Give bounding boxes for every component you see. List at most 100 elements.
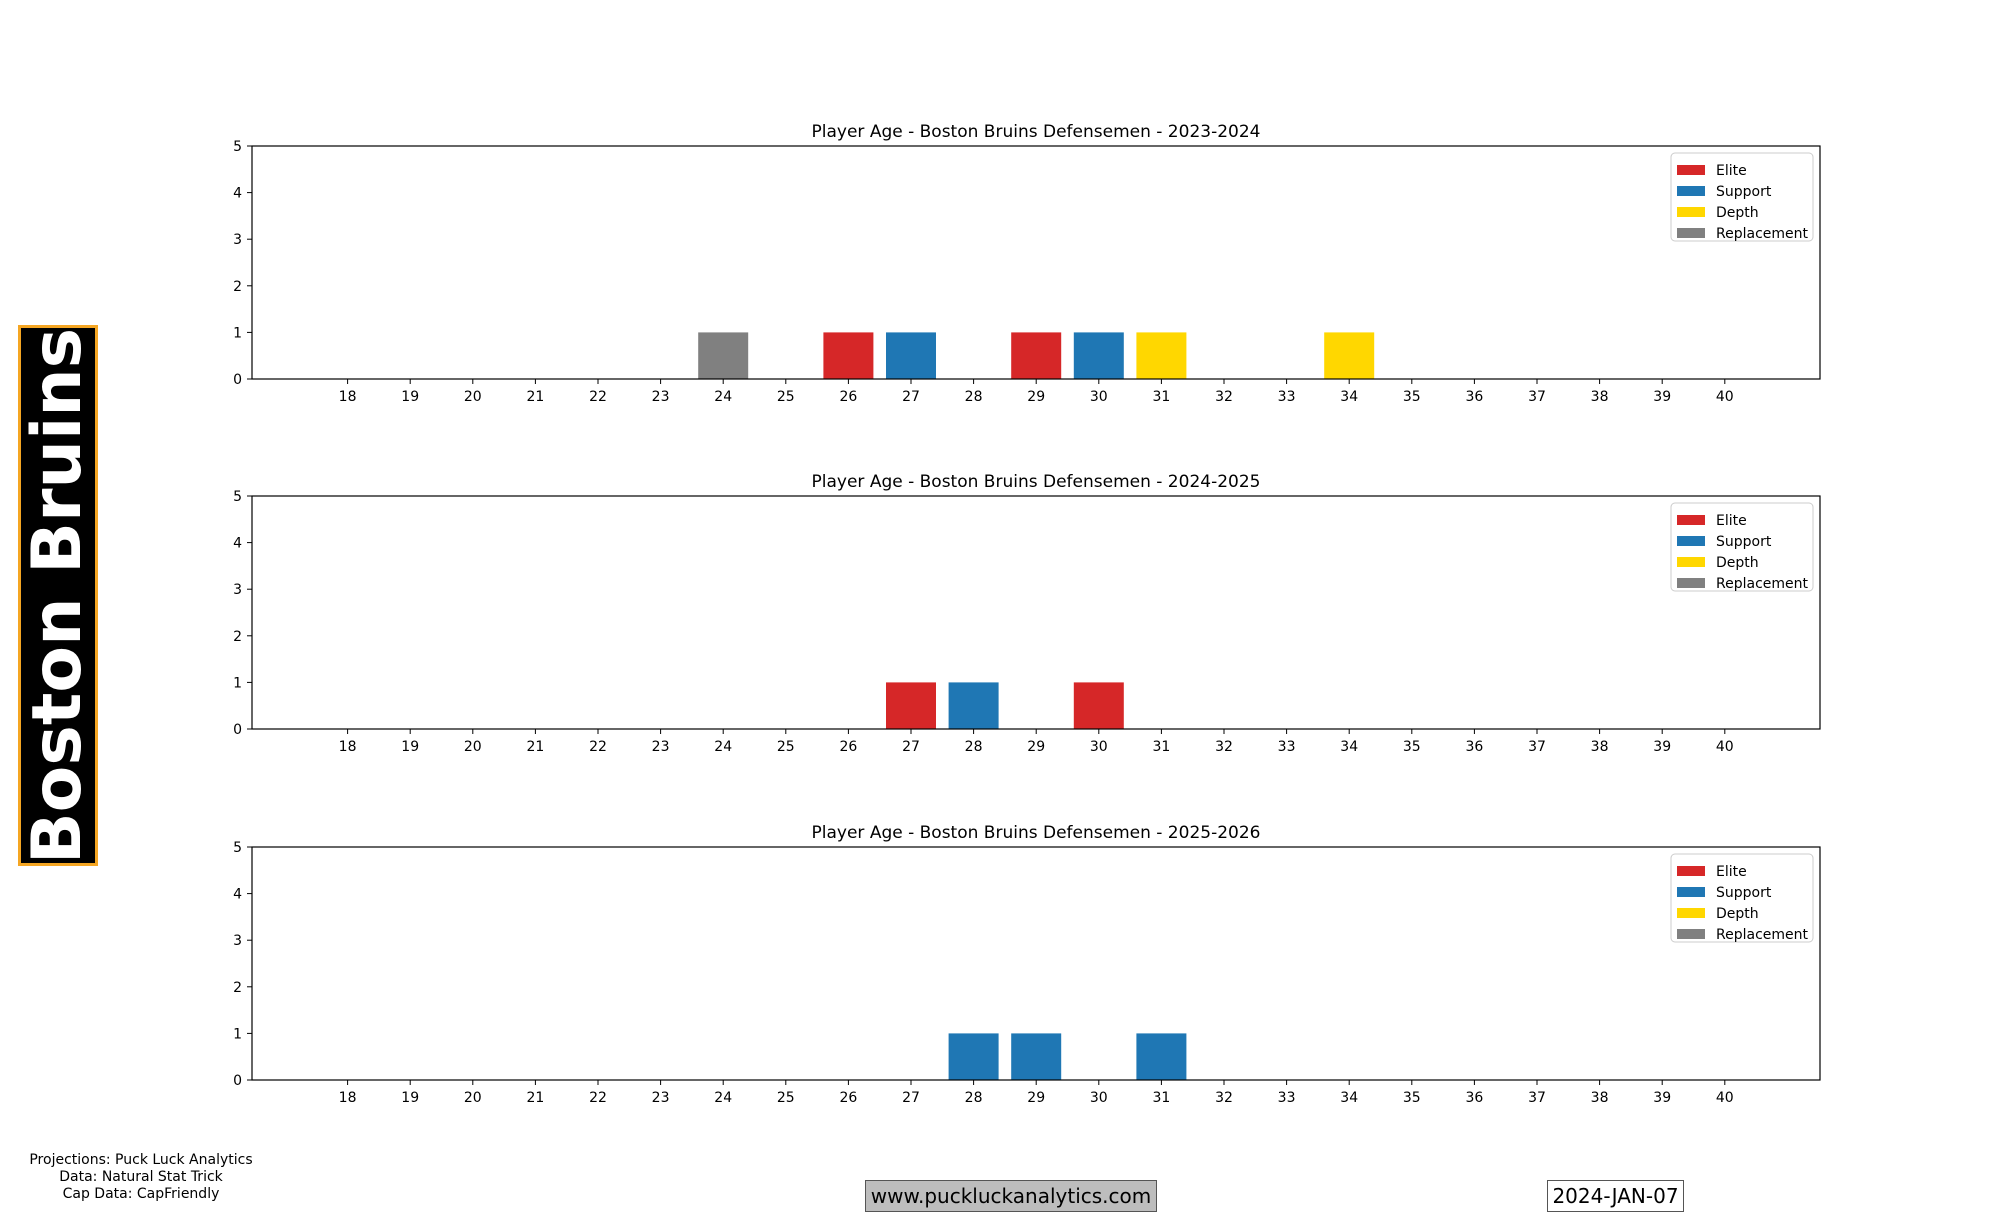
legend-box — [1670, 152, 1814, 242]
x-tick-label: 22 — [589, 739, 607, 755]
legend-swatch-support — [1677, 536, 1705, 546]
x-tick-label: 37 — [1528, 389, 1546, 405]
bar-age-30 — [1073, 332, 1124, 379]
x-tick-label: 18 — [339, 1090, 357, 1106]
chart-1: Player Age - Boston Bruins Defensemen - … — [233, 122, 1821, 405]
legend-swatch-elite — [1677, 515, 1705, 525]
x-tick-label: 25 — [777, 739, 795, 755]
y-tick-label: 3 — [233, 582, 242, 598]
y-tick-label: 4 — [233, 186, 242, 202]
x-tick-label: 30 — [1090, 389, 1108, 405]
x-tick-label: 29 — [1027, 739, 1045, 755]
x-tick-label: 36 — [1465, 739, 1483, 755]
x-tick-label: 20 — [464, 1090, 482, 1106]
x-tick-label: 28 — [965, 1090, 983, 1106]
y-tick-label: 4 — [233, 887, 242, 903]
bar-age-28 — [948, 1033, 999, 1080]
legend-label-elite: Elite — [1716, 163, 1747, 179]
y-tick-label: 3 — [233, 933, 242, 949]
legend-swatch-elite — [1677, 866, 1705, 876]
y-tick-label: 0 — [233, 722, 242, 738]
plot-frame — [251, 495, 1821, 730]
legend-box — [1670, 502, 1814, 592]
x-tick-label: 29 — [1027, 1090, 1045, 1106]
x-tick-label: 36 — [1465, 1090, 1483, 1106]
credits: Projections: Puck Luck Analytics Data: N… — [10, 1152, 272, 1203]
bar-age-31 — [1136, 1033, 1187, 1080]
x-tick-label: 26 — [839, 739, 857, 755]
bar-age-29 — [1011, 332, 1062, 379]
chart-3: Player Age - Boston Bruins Defensemen - … — [233, 823, 1821, 1106]
legend-label-depth: Depth — [1716, 906, 1759, 922]
x-tick-label: 19 — [401, 389, 419, 405]
x-tick-label: 21 — [526, 389, 544, 405]
y-tick-label: 0 — [233, 372, 242, 388]
y-tick-label: 4 — [233, 536, 242, 552]
legend-swatch-depth — [1677, 908, 1705, 918]
x-tick-label: 30 — [1090, 1090, 1108, 1106]
website-link[interactable]: www.puckluckanalytics.com — [865, 1180, 1157, 1212]
bar-age-29 — [1011, 1033, 1062, 1080]
x-tick-label: 38 — [1591, 739, 1609, 755]
bar-age-26 — [823, 332, 874, 379]
x-tick-label: 33 — [1278, 1090, 1296, 1106]
x-tick-label: 39 — [1653, 389, 1671, 405]
x-tick-label: 28 — [965, 739, 983, 755]
x-tick-label: 32 — [1215, 389, 1233, 405]
bar-age-30 — [1073, 682, 1124, 729]
x-tick-label: 39 — [1653, 739, 1671, 755]
y-tick-label: 1 — [233, 325, 242, 341]
bar-age-34 — [1324, 332, 1375, 379]
x-tick-label: 18 — [339, 389, 357, 405]
x-tick-label: 24 — [714, 1090, 732, 1106]
team-banner: Boston Bruins — [18, 325, 98, 866]
legend: Elite Support Depth Replacement — [1670, 853, 1814, 943]
x-tick-label: 30 — [1090, 739, 1108, 755]
legend-box — [1670, 853, 1814, 943]
x-tick-label: 34 — [1340, 1090, 1358, 1106]
legend-label-replacement: Replacement — [1716, 226, 1809, 242]
bar-age-28 — [948, 682, 999, 729]
x-tick-label: 38 — [1591, 389, 1609, 405]
x-tick-label: 23 — [652, 739, 670, 755]
y-tick-label: 2 — [233, 279, 242, 295]
x-tick-label: 40 — [1716, 739, 1734, 755]
x-tick-label: 35 — [1403, 389, 1421, 405]
x-tick-label: 33 — [1278, 739, 1296, 755]
x-tick-label: 22 — [589, 389, 607, 405]
x-tick-label: 35 — [1403, 1090, 1421, 1106]
legend-swatch-support — [1677, 186, 1705, 196]
legend-swatch-replacement — [1677, 228, 1705, 238]
x-tick-label: 24 — [714, 389, 732, 405]
x-tick-label: 19 — [401, 1090, 419, 1106]
legend-label-elite: Elite — [1716, 864, 1747, 880]
x-tick-label: 31 — [1152, 739, 1170, 755]
legend-swatch-depth — [1677, 557, 1705, 567]
y-tick-label: 1 — [233, 675, 242, 691]
x-tick-label: 28 — [965, 389, 983, 405]
credit-projections: Projections: Puck Luck Analytics — [29, 1152, 253, 1168]
y-tick-label: 2 — [233, 980, 242, 996]
legend-label-depth: Depth — [1716, 555, 1759, 571]
y-tick-label: 3 — [233, 232, 242, 248]
legend-label-replacement: Replacement — [1716, 576, 1809, 592]
x-tick-label: 27 — [902, 1090, 920, 1106]
chart-2: Player Age - Boston Bruins Defensemen - … — [233, 472, 1821, 755]
credit-cap: Cap Data: CapFriendly — [62, 1186, 220, 1202]
legend: Elite Support Depth Replacement — [1670, 152, 1814, 242]
x-tick-label: 26 — [839, 389, 857, 405]
x-tick-label: 35 — [1403, 739, 1421, 755]
y-tick-label: 5 — [233, 139, 242, 155]
x-tick-label: 27 — [902, 389, 920, 405]
x-tick-label: 37 — [1528, 739, 1546, 755]
x-tick-label: 25 — [777, 389, 795, 405]
chart-title: Player Age - Boston Bruins Defensemen - … — [812, 823, 1261, 843]
x-tick-label: 24 — [714, 739, 732, 755]
x-tick-label: 37 — [1528, 1090, 1546, 1106]
x-tick-label: 32 — [1215, 739, 1233, 755]
legend-swatch-elite — [1677, 165, 1705, 175]
x-tick-label: 38 — [1591, 1090, 1609, 1106]
bar-age-31 — [1136, 332, 1187, 379]
credit-data: Data: Natural Stat Trick — [59, 1169, 223, 1185]
x-tick-label: 20 — [464, 389, 482, 405]
